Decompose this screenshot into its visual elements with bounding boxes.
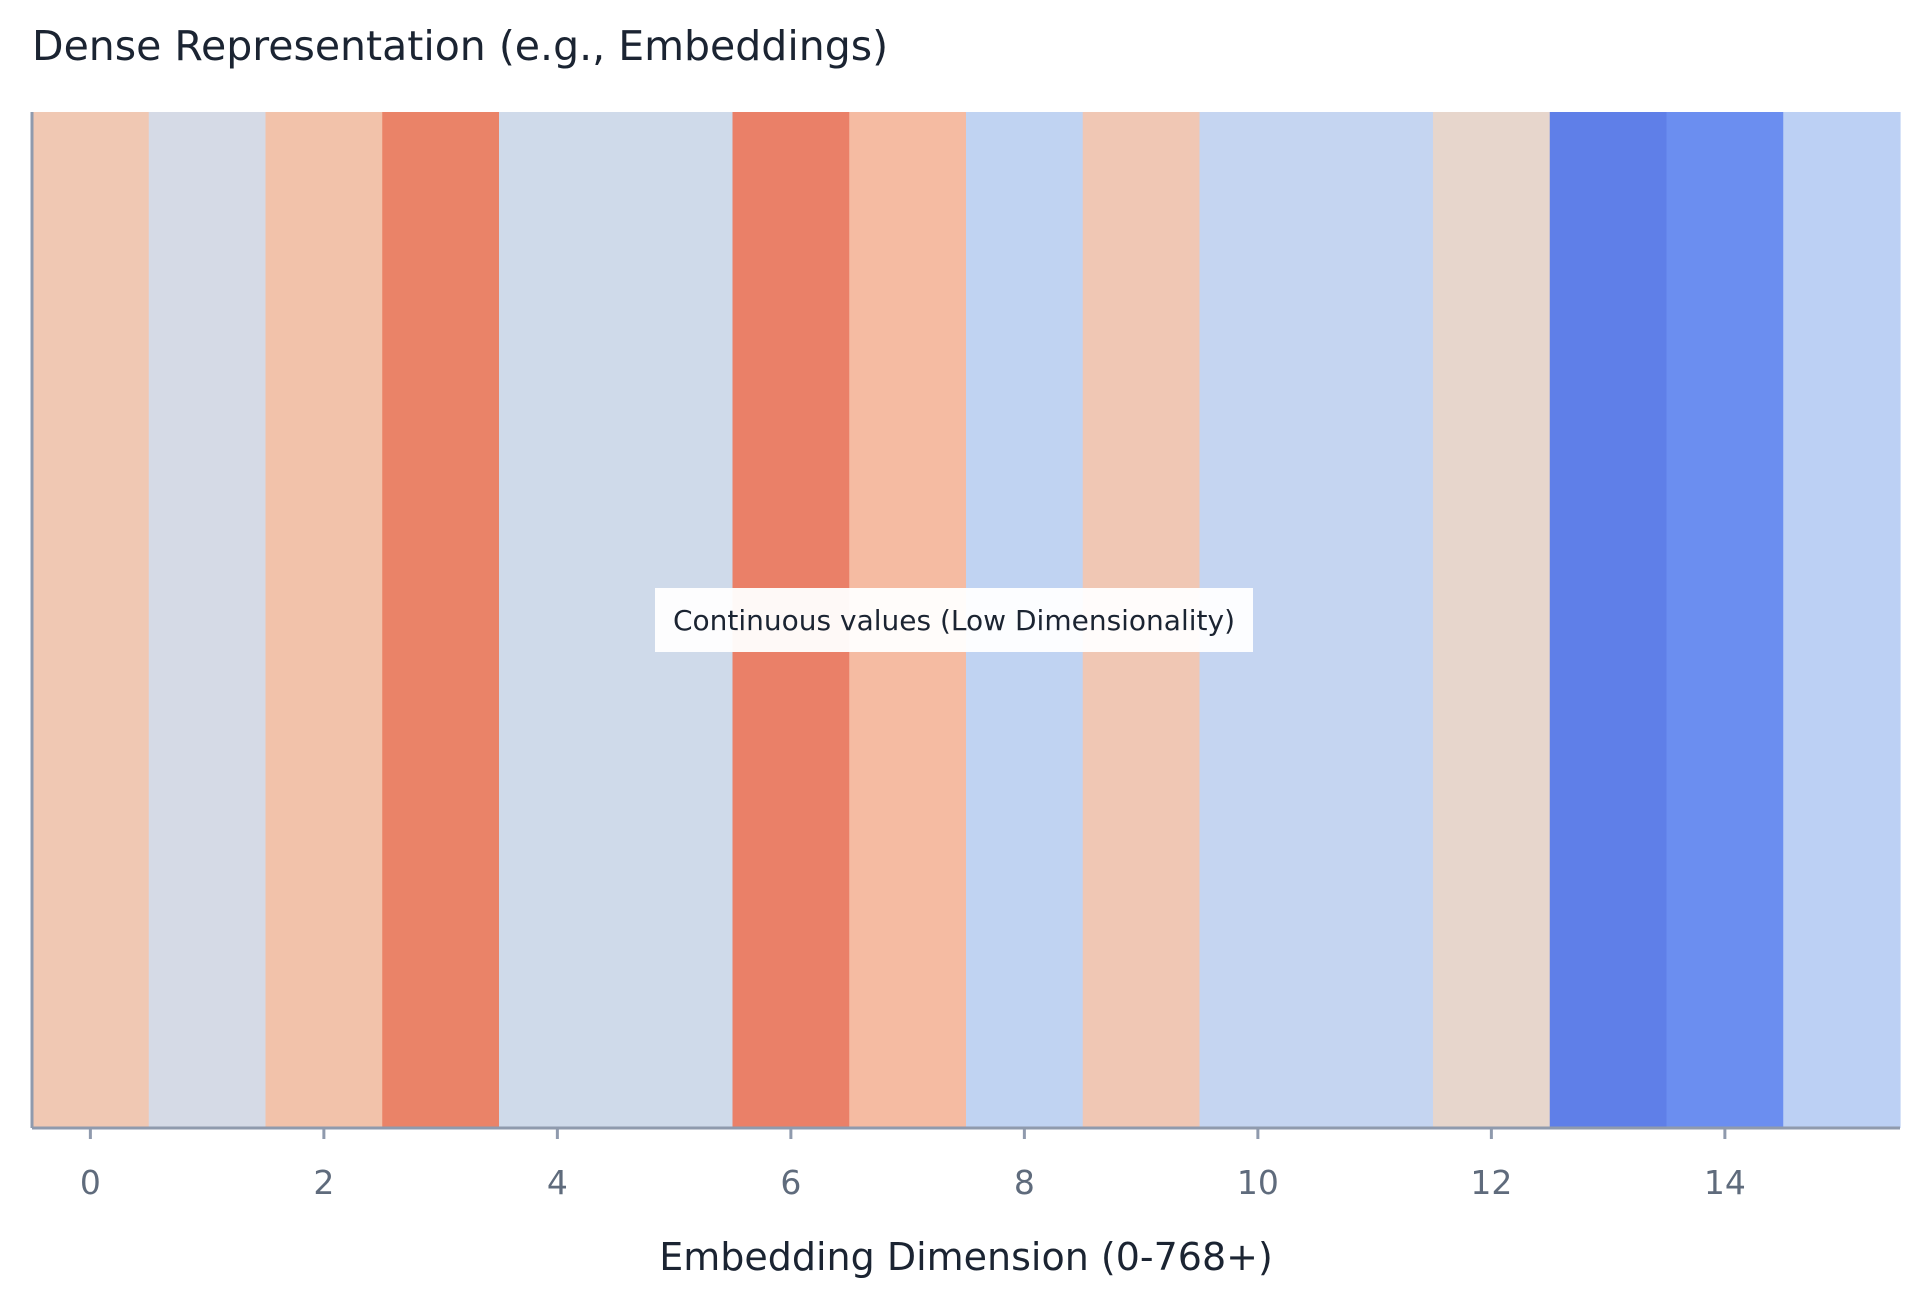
x-tick-label: 10 bbox=[1237, 1163, 1279, 1202]
x-tick-label: 6 bbox=[780, 1163, 801, 1202]
heatmap-cell-11 bbox=[1316, 112, 1434, 1128]
chart-title: Dense Representation (e.g., Embeddings) bbox=[32, 22, 889, 70]
x-axis bbox=[30, 112, 1900, 1130]
x-tick-label: 2 bbox=[313, 1163, 334, 1202]
heatmap-cell-12 bbox=[1433, 112, 1551, 1128]
x-tick-label: 8 bbox=[1014, 1163, 1035, 1202]
heatmap-cell-14 bbox=[1666, 112, 1784, 1128]
heatmap-cell-3 bbox=[382, 112, 500, 1128]
heatmap-cell-0 bbox=[32, 112, 150, 1128]
x-axis-label: Embedding Dimension (0-768+) bbox=[659, 1235, 1273, 1279]
annotation-text: Continuous values (Low Dimensionality) bbox=[673, 604, 1235, 637]
heatmap-cell-1 bbox=[148, 112, 267, 1128]
x-ticks: 0 2 4 6 8 10 12 14 bbox=[80, 1128, 1746, 1202]
x-tick-label: 4 bbox=[547, 1163, 568, 1202]
heatmap-cell-15 bbox=[1783, 112, 1901, 1128]
x-tick-label: 0 bbox=[80, 1163, 101, 1202]
heatmap-cell-4 bbox=[499, 112, 617, 1128]
heatmap-cell-13 bbox=[1549, 112, 1668, 1128]
x-tick-label: 14 bbox=[1704, 1163, 1746, 1202]
annotation: Continuous values (Low Dimensionality) bbox=[655, 588, 1253, 652]
x-tick-label: 12 bbox=[1470, 1163, 1512, 1202]
heatmap-cell-2 bbox=[265, 112, 383, 1128]
annotation-box bbox=[655, 588, 1253, 652]
